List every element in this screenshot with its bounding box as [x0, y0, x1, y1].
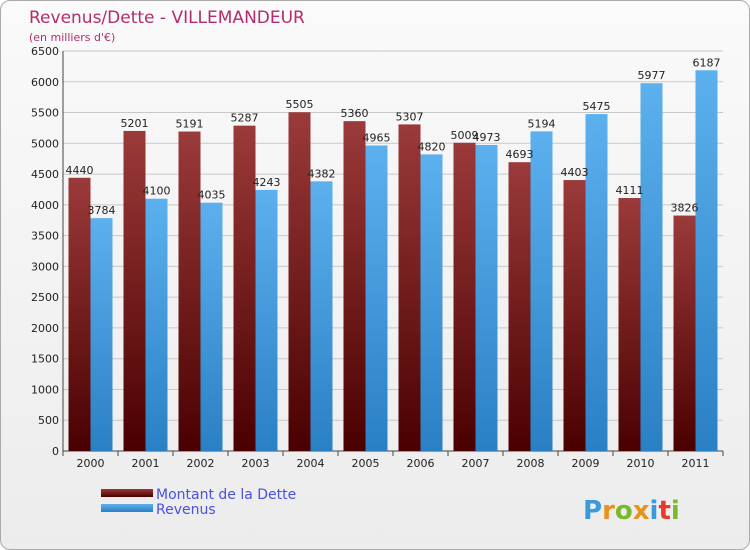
- data-label: 4382: [308, 167, 336, 180]
- y-tick-label: 4500: [31, 168, 59, 181]
- y-tick-label: 2000: [31, 322, 59, 335]
- x-tick-label: 2007: [462, 457, 490, 470]
- data-label: 4973: [473, 131, 501, 144]
- logo-letter: r: [602, 496, 615, 526]
- data-label: 5194: [528, 117, 556, 130]
- x-tick-label: 2011: [682, 457, 710, 470]
- bar-revenus: [255, 189, 278, 451]
- data-label: 5977: [638, 69, 666, 82]
- chart-subtitle: (en milliers d'€): [29, 31, 115, 44]
- x-tick-label: 2010: [627, 457, 655, 470]
- x-tick-label: 2005: [352, 457, 380, 470]
- data-label: 5360: [341, 107, 369, 120]
- bar-dette: [233, 125, 256, 452]
- x-tick-label: 2008: [517, 457, 545, 470]
- y-tick-label: 5500: [31, 107, 59, 120]
- grid-layer: 0 500 1000 1500 2000 2500 3000 3500 4000 4500 5000…: [31, 45, 724, 458]
- logo-letter: i: [671, 496, 680, 526]
- chart-title: Revenus/Dette - VILLEMANDEUR: [29, 8, 305, 28]
- bar-revenus: [640, 83, 663, 451]
- bar-revenus: [90, 218, 113, 451]
- legend-swatch: [101, 489, 153, 497]
- proxiti-logo: Proxiti: [583, 496, 680, 526]
- bar-revenus: [310, 181, 333, 452]
- y-tick-label: 0: [52, 445, 59, 458]
- bar-revenus: [200, 202, 223, 451]
- data-label: 5009: [451, 129, 479, 142]
- data-label: 4403: [561, 166, 589, 179]
- logo-letter: i: [650, 496, 659, 526]
- data-label: 5505: [286, 98, 314, 111]
- bars-layer: [68, 70, 718, 452]
- data-label: 5191: [176, 118, 204, 131]
- logo-letter: x: [633, 496, 650, 526]
- bar-revenus: [420, 154, 443, 451]
- bar-dette: [178, 131, 201, 452]
- bar-dette: [618, 198, 641, 451]
- bar-dette: [508, 162, 531, 451]
- bar-dette: [123, 130, 146, 451]
- bar-dette: [343, 121, 366, 452]
- bar-dette: [288, 112, 311, 451]
- y-tick-label: 2500: [31, 291, 59, 304]
- y-tick-label: 6000: [31, 76, 59, 89]
- bar-dette: [398, 124, 421, 452]
- y-tick-label: 3000: [31, 260, 59, 273]
- y-tick-label: 4000: [31, 199, 59, 212]
- x-tick-label: 2004: [297, 457, 325, 470]
- y-tick-label: 1500: [31, 353, 59, 366]
- legend-label: Montant de la Dette: [156, 487, 296, 503]
- logo-letter: t: [658, 496, 670, 526]
- y-tick-label: 500: [38, 414, 59, 427]
- bar-dette: [453, 142, 476, 451]
- data-label: 6187: [693, 56, 721, 69]
- y-tick-label: 6500: [31, 45, 59, 58]
- logo-letter: o: [615, 496, 633, 526]
- legend-label: Revenus: [156, 502, 216, 518]
- x-tick-label: 2009: [572, 457, 600, 470]
- data-label: 4440: [66, 164, 94, 177]
- data-label: 5201: [121, 117, 149, 130]
- bar-revenus: [365, 145, 388, 451]
- x-tick-label: 2000: [77, 457, 105, 470]
- data-label: 4035: [198, 189, 226, 202]
- bar-revenus: [530, 131, 553, 451]
- data-label: 4100: [143, 185, 171, 198]
- data-label: 3784: [88, 204, 116, 217]
- bar-dette: [673, 215, 696, 451]
- y-tick-label: 5000: [31, 137, 59, 150]
- bar-revenus: [585, 114, 608, 452]
- data-label: 4111: [616, 184, 644, 197]
- x-tick-label: 2001: [132, 457, 160, 470]
- x-tick-label: 2006: [407, 457, 435, 470]
- bar-revenus: [695, 70, 718, 451]
- bar-dette: [68, 177, 91, 451]
- bar-revenus: [475, 144, 498, 451]
- bar-revenus: [145, 198, 168, 451]
- y-tick-label: 3500: [31, 230, 59, 243]
- bar-dette: [563, 180, 586, 452]
- data-label: 4965: [363, 131, 391, 144]
- y-tick-label: 1000: [31, 383, 59, 396]
- data-label: 5287: [231, 112, 259, 125]
- x-tick-label: 2003: [242, 457, 270, 470]
- data-label: 4693: [506, 148, 534, 161]
- x-tick-label: 2002: [187, 457, 215, 470]
- data-label: 4243: [253, 176, 281, 189]
- data-label: 3826: [671, 202, 699, 215]
- legend-swatch: [101, 504, 153, 512]
- data-label: 5307: [396, 110, 424, 123]
- data-label: 4820: [418, 140, 446, 153]
- labels-layer: 2000 4440 3784 2001 5201 4100 2002 5191 4035 2003…: [66, 56, 721, 470]
- data-label: 5475: [583, 100, 611, 113]
- logo-letter: P: [583, 496, 602, 526]
